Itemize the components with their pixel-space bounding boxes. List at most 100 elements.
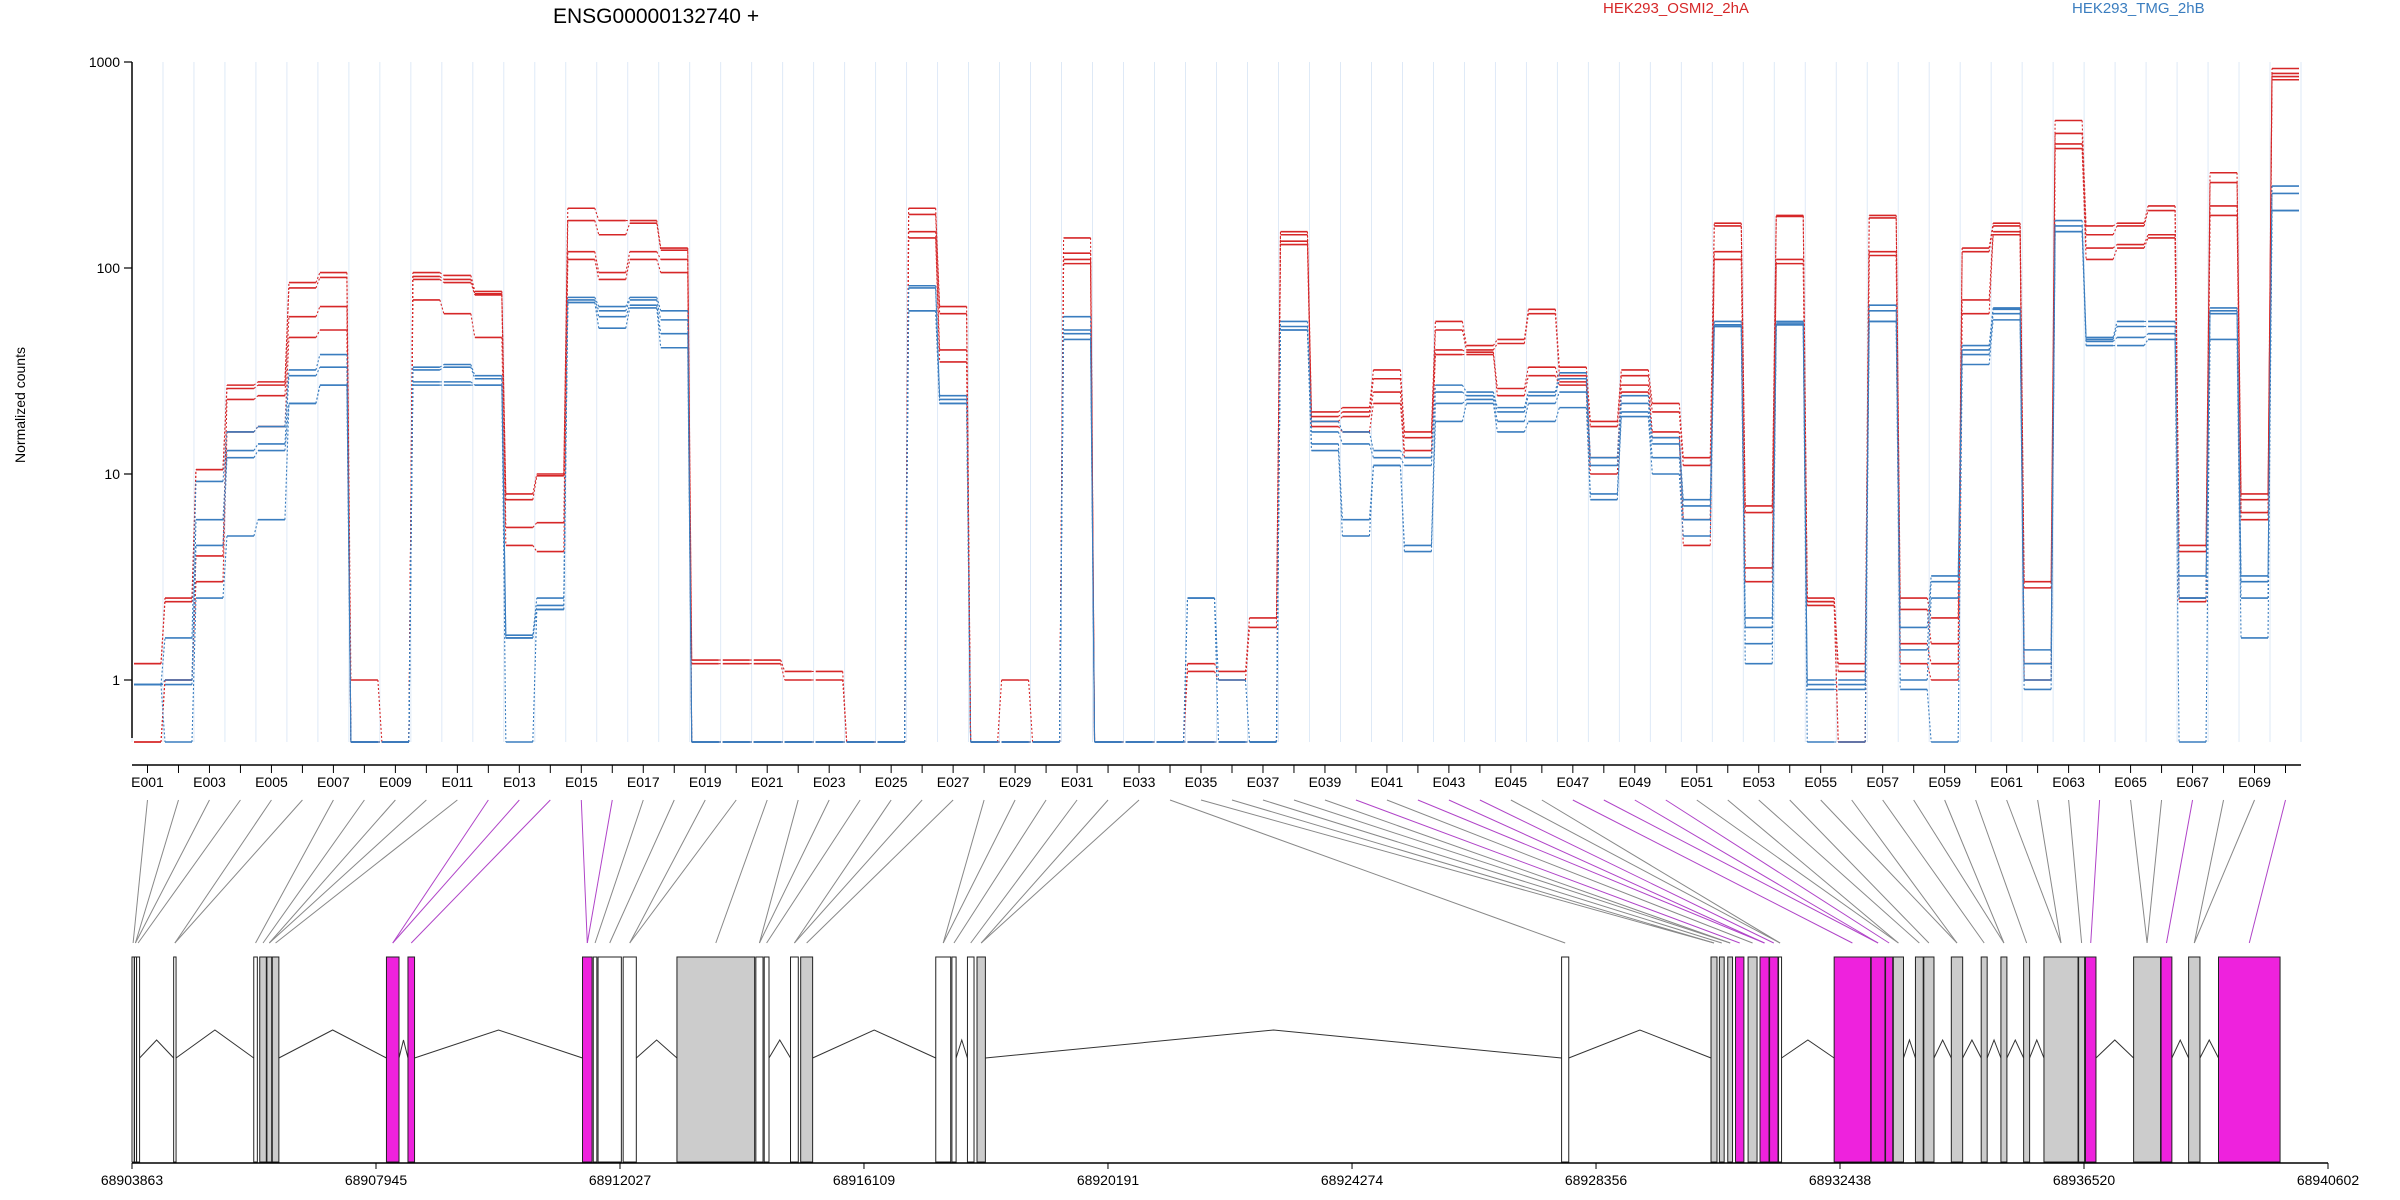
series-connector bbox=[284, 369, 290, 427]
exon-connector bbox=[1355, 799, 1740, 944]
series-connector bbox=[2112, 222, 2118, 227]
series-connector bbox=[625, 251, 631, 273]
series-connector bbox=[470, 275, 476, 292]
series-connector bbox=[1957, 364, 1963, 743]
exon-connector bbox=[1324, 799, 1731, 944]
series-connector bbox=[439, 278, 445, 283]
series-connector bbox=[1399, 450, 1405, 458]
series-connector bbox=[408, 385, 414, 743]
coord-label: 68928356 bbox=[1565, 1172, 1628, 1188]
series-connector bbox=[315, 272, 321, 283]
exon-label: E061 bbox=[1990, 774, 2023, 790]
exon-connector bbox=[629, 799, 737, 944]
series-connector bbox=[1399, 378, 1405, 438]
series-connector bbox=[1492, 403, 1498, 433]
series-connector bbox=[501, 337, 507, 546]
series-connector bbox=[687, 347, 693, 743]
series-connector bbox=[253, 426, 259, 433]
series-connector bbox=[935, 237, 941, 362]
series-connector bbox=[2112, 321, 2118, 338]
exon-label: E009 bbox=[379, 774, 412, 790]
exon-connector bbox=[1386, 799, 1753, 944]
series-connector bbox=[2205, 339, 2211, 743]
intron-line bbox=[2029, 1038, 2045, 1059]
series-connector bbox=[1368, 378, 1374, 413]
exon-box bbox=[385, 956, 400, 1163]
series-connector bbox=[625, 297, 631, 307]
series-connector bbox=[1678, 411, 1684, 466]
series-connector bbox=[1802, 263, 1808, 606]
exon-connector bbox=[132, 799, 148, 944]
series-connector bbox=[1802, 323, 1808, 685]
series-connector bbox=[222, 450, 228, 520]
series-connector bbox=[2112, 337, 2118, 342]
exon-label: E027 bbox=[937, 774, 970, 790]
exon-label: E053 bbox=[1742, 774, 1775, 790]
exon-connector bbox=[580, 799, 588, 944]
exon-box bbox=[1870, 956, 1886, 1163]
series-connector bbox=[439, 364, 445, 368]
series-connector bbox=[1771, 259, 1777, 568]
series-connector bbox=[315, 385, 321, 404]
exon-connector bbox=[262, 799, 365, 944]
exon-box bbox=[1914, 956, 1924, 1163]
series-connector bbox=[1462, 391, 1467, 397]
exon-label: E025 bbox=[875, 774, 908, 790]
series-connector bbox=[253, 395, 259, 400]
series-connector bbox=[1492, 395, 1498, 413]
exon-connector bbox=[174, 799, 303, 944]
series-connector bbox=[253, 381, 259, 386]
series-connector bbox=[1492, 339, 1498, 346]
exon-box bbox=[1923, 956, 1935, 1163]
exon-connector bbox=[1231, 799, 1715, 944]
y-tick-label: 100 bbox=[97, 260, 121, 276]
exon-connector bbox=[1541, 799, 1781, 944]
series-connector bbox=[1090, 339, 1096, 743]
exon-box bbox=[966, 956, 975, 1163]
series-connector bbox=[532, 609, 538, 639]
series-connector bbox=[1802, 324, 1808, 743]
series-connector bbox=[1492, 391, 1498, 408]
series-connector bbox=[1213, 597, 1220, 743]
coord-label: 68916109 bbox=[833, 1172, 896, 1188]
series-connector bbox=[1368, 431, 1374, 451]
exon-connector bbox=[1665, 799, 1890, 944]
series-connector bbox=[935, 287, 941, 400]
exon-box bbox=[951, 956, 957, 1163]
exon-connector bbox=[134, 799, 210, 944]
series-connector bbox=[2143, 339, 2149, 346]
exon-label: E069 bbox=[2238, 774, 2271, 790]
series-connector bbox=[284, 287, 290, 386]
series-connector bbox=[1461, 399, 1467, 404]
series-connector bbox=[563, 302, 569, 610]
series-connector bbox=[2174, 333, 2180, 599]
exon-box bbox=[800, 956, 814, 1163]
intron-line bbox=[812, 1029, 936, 1059]
intron-line bbox=[2199, 1038, 2219, 1059]
exon-label: E007 bbox=[317, 774, 350, 790]
series-connector bbox=[2081, 148, 2087, 260]
exon-box bbox=[1950, 956, 1964, 1163]
series-connector bbox=[222, 431, 228, 582]
y-ticks: 1 10 100 1000 bbox=[89, 54, 132, 688]
exon-label: E035 bbox=[1185, 774, 1218, 790]
exon-connector bbox=[1634, 799, 1879, 944]
intron-line bbox=[1781, 1039, 1835, 1059]
series-connector bbox=[284, 316, 290, 396]
exon-connector bbox=[2090, 799, 2101, 944]
legend-entry-osmi2: HEK293_OSMI2_2hA bbox=[1603, 0, 1749, 17]
series-connector bbox=[563, 220, 569, 476]
intron-line bbox=[768, 1039, 791, 1059]
exon-connector bbox=[268, 799, 396, 944]
series-connector bbox=[1926, 581, 1932, 650]
exon-connector bbox=[2193, 799, 2225, 944]
exon-box bbox=[1833, 956, 1872, 1163]
exon-ticks: E001 E003 E005 E007 E009 E011 E013 E015 E017 E019… bbox=[131, 765, 2287, 790]
series-connector bbox=[2143, 210, 2149, 227]
series-connector bbox=[1585, 378, 1591, 466]
series-connector bbox=[470, 364, 476, 376]
exon-box bbox=[597, 956, 622, 1163]
exon-box bbox=[1710, 956, 1718, 1163]
series-connector bbox=[563, 251, 569, 523]
series-connector bbox=[1833, 605, 1839, 743]
